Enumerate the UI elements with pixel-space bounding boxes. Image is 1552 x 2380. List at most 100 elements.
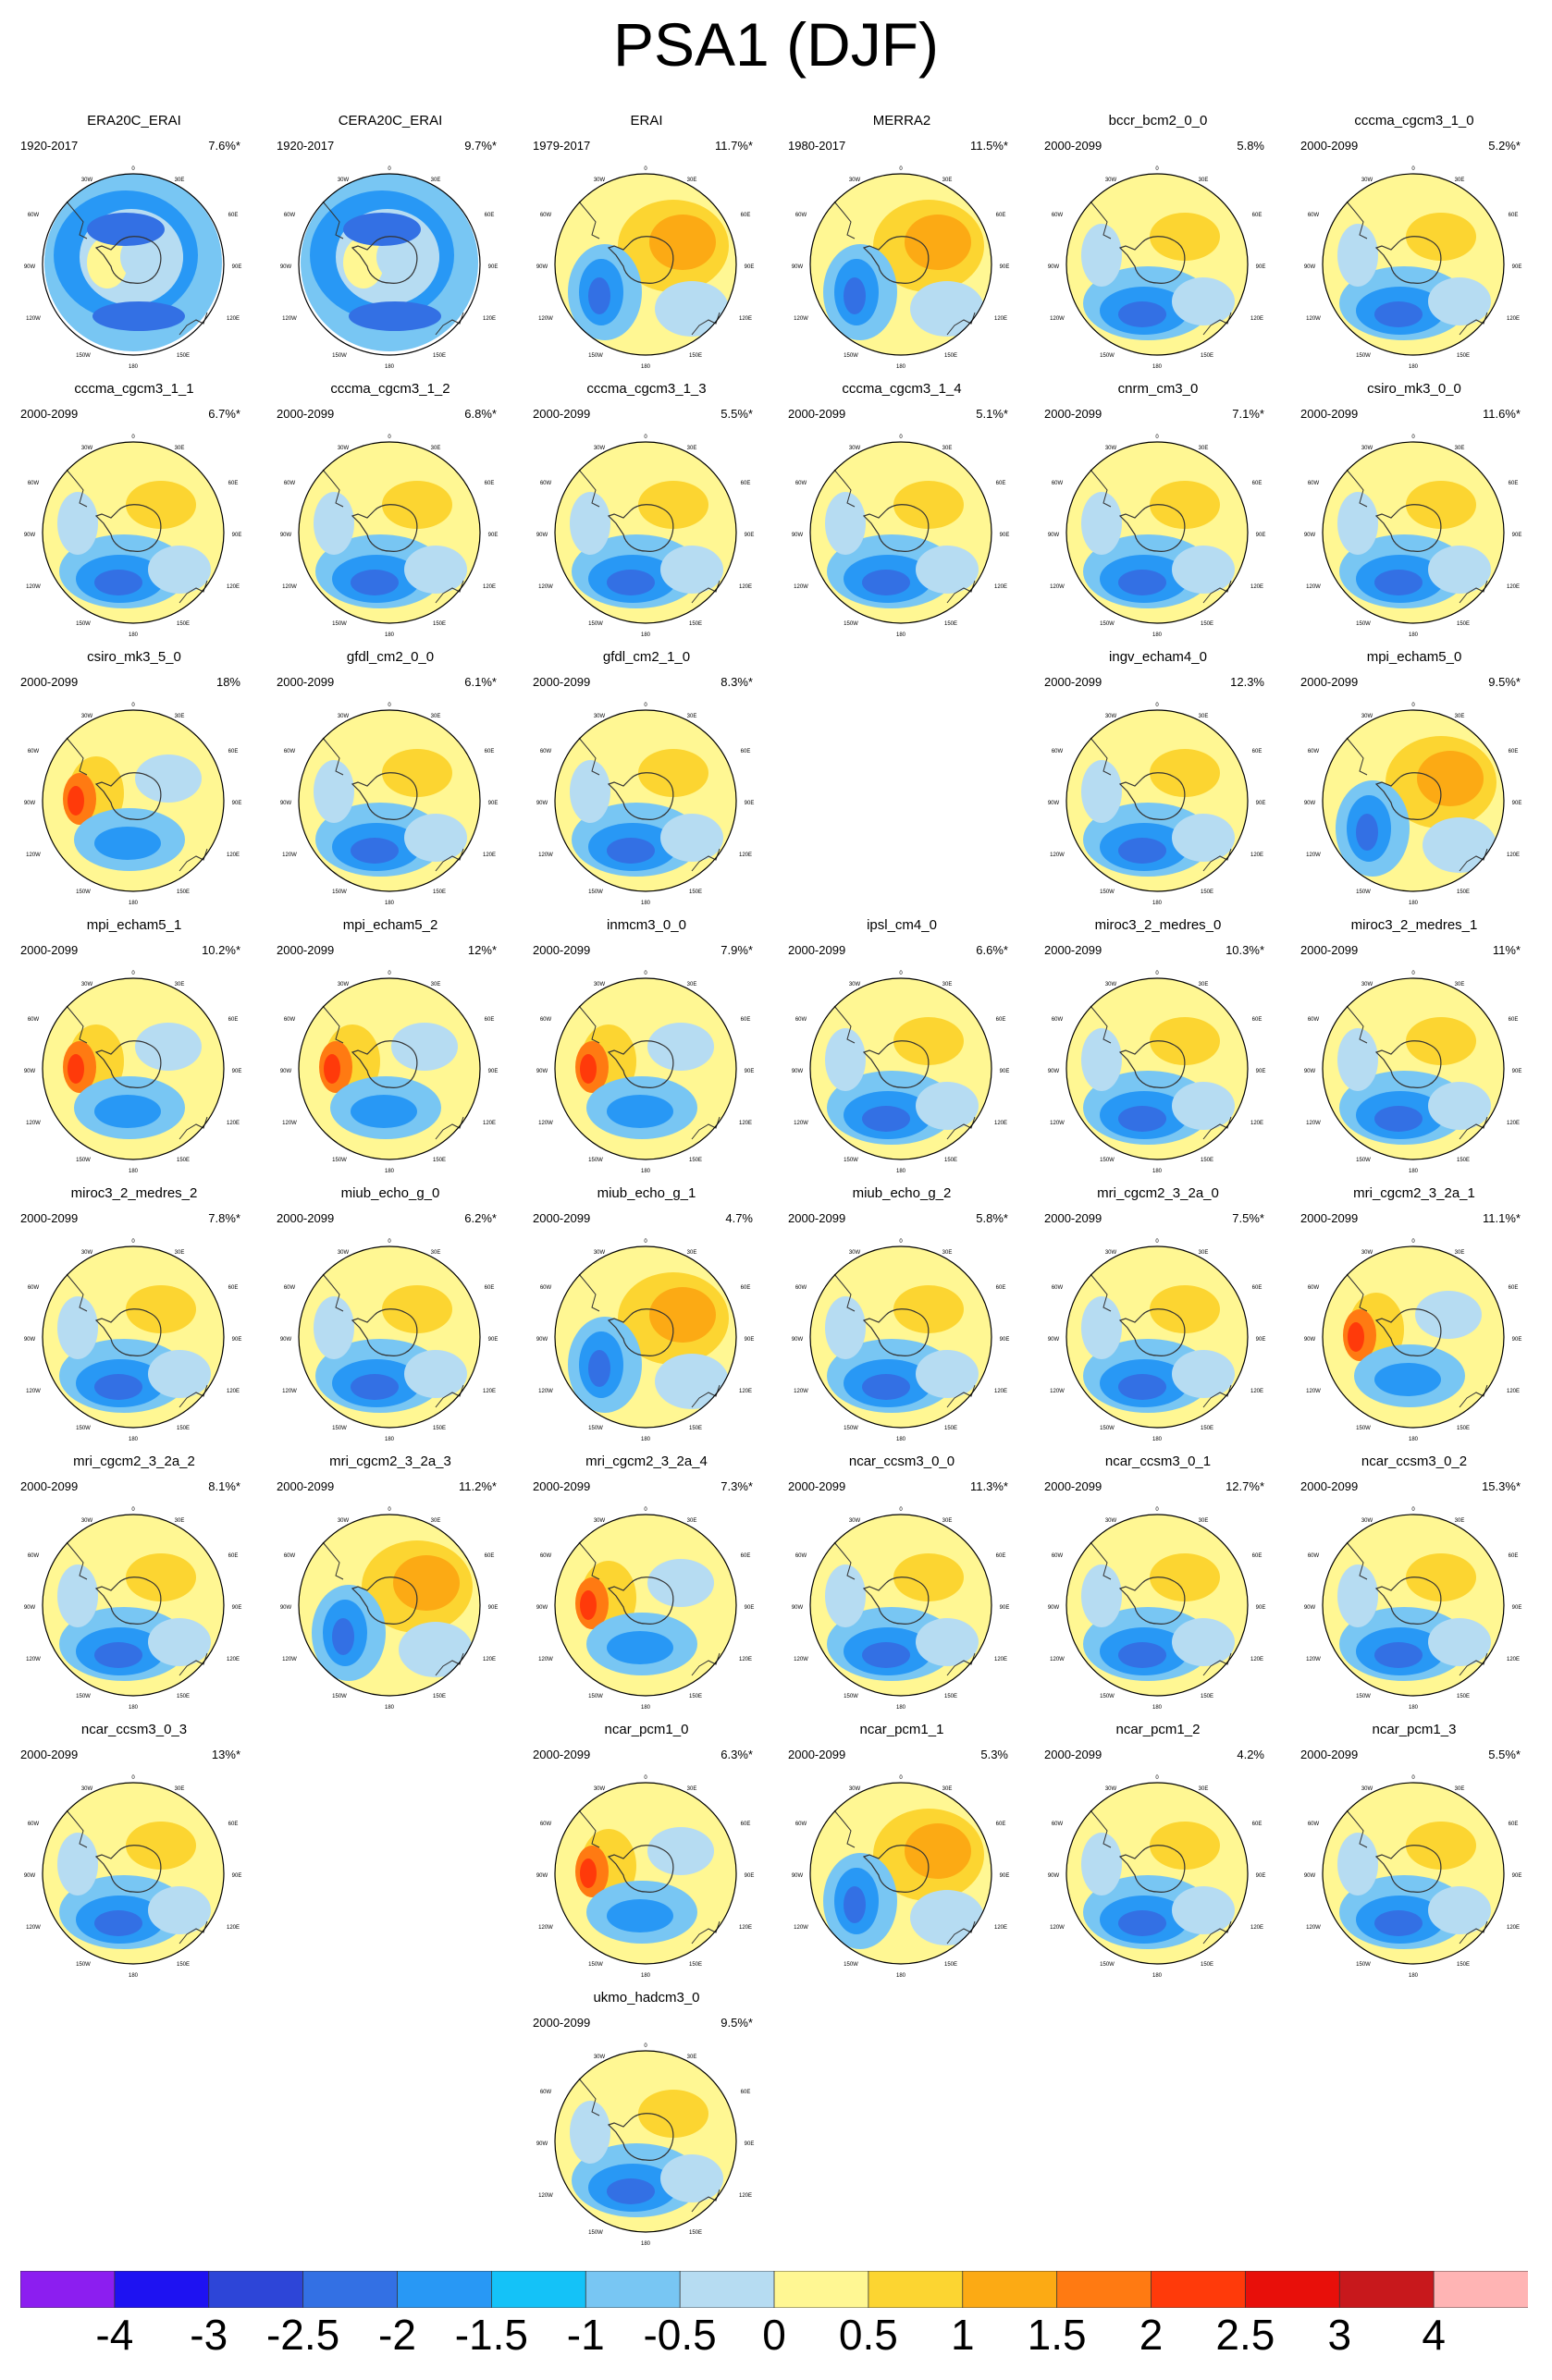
contour-region <box>393 1555 460 1611</box>
panel-title: mri_cgcm2_3_2a_2 <box>73 1454 195 1469</box>
contour-region <box>343 213 421 246</box>
antarctica-coastline <box>351 236 418 284</box>
south-america-coastline <box>578 201 600 239</box>
colorbar-swatch <box>773 2271 869 2308</box>
polar-map: 0 30W 30E 60W 60E 90W 90E 120W 120E 150W 150E 180 <box>792 1775 1010 1979</box>
panel-title: cccma_cgcm3_1_3 <box>586 381 707 397</box>
contour-region <box>862 570 910 595</box>
panel-period: 2000-2099 <box>20 943 79 957</box>
longitude-label: 150E <box>1201 1694 1213 1699</box>
south-america-coastline <box>1346 201 1368 239</box>
panel-title: ncar_ccsm3_0_1 <box>1104 1454 1212 1469</box>
antarctica-coastline <box>607 2113 674 2161</box>
longitude-label: 150W <box>588 2230 603 2236</box>
longitude-label: 90E <box>1512 801 1522 806</box>
map-border <box>554 1245 737 1429</box>
antarctica-coastline <box>351 1576 418 1625</box>
panel-title: csiro_mk3_0_0 <box>1367 381 1461 397</box>
panel-title: ncar_pcm1_3 <box>1372 1722 1457 1737</box>
longitude-label: 30W <box>594 446 606 451</box>
contour-field <box>299 978 480 1159</box>
map-border <box>1065 1782 1249 1965</box>
map-panel: mri_cgcm2_3_2a_3 2000-2099 11.2%* 0 30W 30E 60… <box>265 1454 515 1712</box>
panel-title: cccma_cgcm3_1_4 <box>842 381 962 397</box>
polar-map: 0 30W 30E 60W 60E 90W 90E 120W 120E 150W 150E 180 <box>536 971 755 1174</box>
longitude-label: 60E <box>1252 749 1263 754</box>
contour-region <box>314 492 354 555</box>
map-border <box>42 1245 225 1429</box>
contour-region <box>382 481 452 529</box>
longitude-label: 60E <box>741 2090 751 2095</box>
contour-field <box>1323 174 1504 355</box>
map-panel: ncar_ccsm3_0_1 2000-2099 12.7%* 0 30W 30E 60W 6… <box>1033 1454 1283 1712</box>
longitude-label: 90E <box>1000 264 1010 270</box>
longitude-label: 0 <box>644 1507 647 1513</box>
longitude-label: 60E <box>228 213 239 218</box>
longitude-label: 30W <box>849 982 861 988</box>
contour-region <box>1172 1618 1235 1666</box>
map-border <box>809 1514 992 1697</box>
longitude-label: 90E <box>1000 1605 1010 1611</box>
panel-variance: 11.2%* <box>459 1479 497 1493</box>
longitude-label: 150E <box>689 2230 702 2236</box>
contour-region <box>660 546 723 594</box>
south-america-coastline <box>66 1810 88 1848</box>
longitude-label: 120E <box>227 1657 240 1662</box>
south-america-coastline <box>1346 1005 1368 1044</box>
panel-title: MERRA2 <box>872 113 931 129</box>
longitude-label: 120W <box>538 584 553 590</box>
map-panel: ncar_pcm1_3 2000-2099 5.5%* 0 30W 30E 60W 60E 90… <box>1289 1722 1539 1981</box>
contour-region <box>94 1095 161 1128</box>
panel-period: 2000-2099 <box>533 1479 591 1493</box>
longitude-label: 0 <box>1411 1775 1415 1781</box>
longitude-label: 30W <box>338 714 350 719</box>
polar-map: 0 30W 30E 60W 60E 90W 90E 120W 120E 150W 150E 180 <box>792 166 1010 370</box>
contour-region <box>1118 1642 1166 1668</box>
polar-map: 0 30W 30E 60W 60E 90W 90E 120W 120E 150W 150E 180 <box>280 1239 499 1442</box>
map-border <box>1322 1782 1505 1965</box>
longitude-label: 150E <box>433 1426 446 1431</box>
longitude-label: 90W <box>24 1873 36 1879</box>
contour-region <box>580 1859 597 1888</box>
panel-period: 2000-2099 <box>533 407 591 421</box>
south-america-coastline <box>833 1810 856 1848</box>
contour-field <box>810 174 992 355</box>
longitude-label: 60W <box>1308 1285 1320 1291</box>
panel-variance: 4.2% <box>1237 1748 1264 1761</box>
panel-variance: 6.6%* <box>976 943 1008 957</box>
longitude-label: 30E <box>942 178 953 183</box>
longitude-label: 30E <box>1455 982 1465 988</box>
contour-region <box>916 1082 979 1130</box>
longitude-label: 0 <box>644 435 647 440</box>
contour-region <box>1118 1106 1166 1132</box>
contour-region <box>148 1886 211 1934</box>
polar-map: 0 30W 30E 60W 60E 90W 90E 120W 120E 150W 150E 180 <box>1304 435 1522 638</box>
longitude-label: 0 <box>131 1775 135 1781</box>
contour-region <box>893 481 964 529</box>
polar-map: 0 30W 30E 60W 60E 90W 90E 120W 120E 150W 150E 180 <box>280 703 499 906</box>
south-america-coastline <box>1346 1810 1368 1848</box>
longitude-label: 30W <box>1361 446 1373 451</box>
longitude-label: 150W <box>1100 1962 1115 1968</box>
longitude-label: 60E <box>1252 1553 1263 1559</box>
contour-region <box>862 1106 910 1132</box>
map-panel: mri_cgcm2_3_2a_4 2000-2099 7.3%* 0 30W 30E 60W… <box>522 1454 771 1712</box>
south-america-coastline <box>322 1273 344 1312</box>
contour-field <box>299 442 480 623</box>
longitude-label: 150W <box>588 353 603 359</box>
contour-region <box>916 1350 979 1398</box>
longitude-label: 60W <box>540 1285 552 1291</box>
contour-region <box>1081 1296 1122 1359</box>
contour-region <box>1406 213 1476 261</box>
longitude-label: 120W <box>794 316 808 322</box>
map-border <box>298 441 481 624</box>
longitude-label: 150W <box>588 1694 603 1699</box>
contour-region <box>404 814 467 862</box>
panel-title: mri_cgcm2_3_2a_1 <box>1353 1185 1475 1201</box>
longitude-label: 0 <box>1411 166 1415 172</box>
contour-region <box>135 1023 202 1071</box>
contour-region <box>588 277 610 314</box>
longitude-label: 90E <box>1256 1873 1266 1879</box>
longitude-label: 120E <box>1250 1657 1263 1662</box>
polar-map: 0 30W 30E 60W 60E 90W 90E 120W 120E 150W 150E 180 <box>1048 1239 1266 1442</box>
